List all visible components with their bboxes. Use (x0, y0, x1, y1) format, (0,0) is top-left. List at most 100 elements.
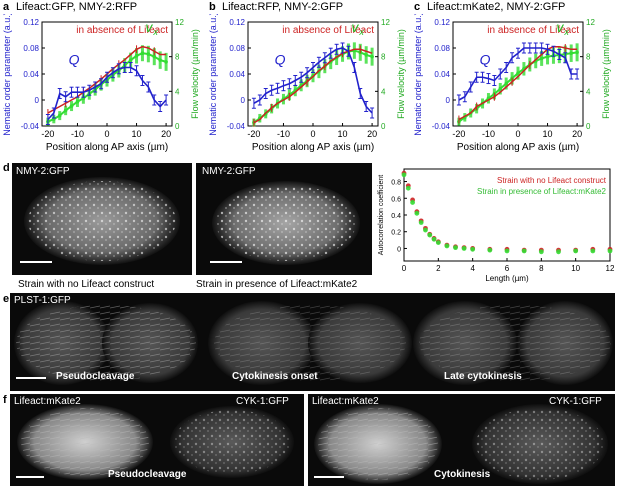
x-tick-label: 6 (505, 264, 510, 273)
flow-point (504, 81, 508, 86)
x-tick-label: 20 (367, 129, 377, 139)
y-tick-label: 0.04 (229, 70, 245, 79)
x-tick-label: 0 (402, 264, 407, 273)
flow-point (364, 53, 368, 57)
x-tick-label: 4 (470, 264, 475, 273)
flow-point (57, 113, 62, 118)
x-tick-label: 2 (436, 264, 441, 273)
flow-point (539, 56, 544, 61)
scale-bar (314, 476, 344, 478)
y-tick-label: 0.4 (391, 213, 401, 220)
y-tick-label: 0.8 (391, 180, 401, 187)
x-tick-label: 0 (310, 129, 315, 139)
panel-b-title: Lifeact:RFP, NMY-2:GFP (222, 1, 344, 13)
cyk1-label-right: CYK-1:GFP (549, 396, 602, 407)
y-tick-label: 0 (397, 246, 401, 253)
q-symbol: Q (480, 51, 491, 67)
lifeact-point (487, 247, 493, 253)
lifeact-point (444, 243, 450, 249)
y2-tick-label: 0 (586, 122, 591, 131)
caption-no-lifeact: Strain with no Lifeact construct (18, 279, 155, 290)
lifeact-cyk1-cytokinesis-image: Lifeact:mKate2 CYK-1:GFP Cytokinesis (308, 394, 615, 486)
flow-point (498, 86, 503, 91)
lifeact-point (431, 236, 437, 242)
flow-point (370, 54, 374, 59)
chart-c: -20 -10 0 10 20 -0.04 0 0.04 0.08 0.12 0 4 8 12 Positi… (413, 14, 611, 153)
panel-letter-d: d (3, 162, 10, 174)
panel-letter-a: a (3, 1, 10, 13)
vx-subscript: x (358, 27, 364, 37)
legend-with-lifeact: Strain in presence of Lifeact:mKate2 (477, 187, 607, 196)
lifeact-point (556, 249, 561, 255)
scale-bar (20, 261, 52, 263)
lifeact-point (461, 246, 467, 251)
panel-c-title: Lifeact:mKate2, NMY-2:GFP (427, 1, 566, 13)
lifeact-cyk1-pseudocleavage-image: Lifeact:mKate2 CYK-1:GFP Pseudocleavage (10, 394, 304, 486)
y2-tick-label: 4 (175, 87, 180, 96)
absence-lifeact-note: in absence of Lifeact (487, 25, 579, 36)
scale-bar (210, 261, 242, 263)
nmy2-embryo-2 (212, 181, 360, 265)
y2-tick-label: 0 (381, 122, 386, 131)
nmy2-image-with-lifeact: NMY-2:GFP (196, 163, 372, 275)
y-tick-label: 0.12 (434, 18, 450, 27)
y-tick-label: 0 (35, 96, 40, 105)
plst1-label: PLST-1:GFP (14, 295, 71, 306)
flow-point (69, 104, 74, 108)
stage-cytokinesis-onset: Cytokinesis onset (232, 371, 318, 382)
lifeact-point (401, 172, 407, 178)
y2-tick-label: 12 (381, 18, 390, 27)
legend-no-lifeact: Strain with no Lifeact construct (497, 176, 607, 185)
y2-axis-label: Flow velocity (µm/min) (601, 29, 611, 119)
stage-pseudocleavage-f: Pseudocleavage (108, 469, 187, 480)
y-tick-label: -0.04 (432, 122, 451, 131)
autocorrelation-chart: 0 2 4 6 8 10 12 0 0.2 0.4 0.6 0.8 Length (µm) Autocor… (378, 168, 615, 283)
y-tick-label: 0.08 (434, 44, 450, 53)
chart-a: -20 -10 0 10 20 -0.04 0 0.04 0.08 0.12 0 4 8 12 Positi… (2, 14, 200, 153)
x-axis-label: Position along AP axis (µm) (46, 142, 168, 153)
q-order-line (47, 66, 167, 121)
flow-point (164, 60, 168, 64)
flow-point (134, 54, 139, 58)
cyk1-label-left: CYK-1:GFP (236, 396, 289, 407)
y-axis-label: Nematic order parameter (a.u.) (2, 14, 12, 136)
x-tick-label: 20 (161, 129, 171, 139)
x-tick-label: -20 (41, 129, 54, 139)
flow-point (140, 51, 145, 55)
x-tick-label: -20 (247, 129, 260, 139)
lifeact-cyk1-embryo-1 (17, 404, 294, 480)
lifeact-point (607, 248, 613, 254)
panel-letter-c: c (414, 1, 421, 13)
lifeact-point (470, 246, 476, 252)
caption-with-lifeact: Strain in presence of Lifeact:mKate2 (196, 279, 358, 290)
x-tick-label: 10 (338, 129, 348, 139)
lifeact-point (418, 220, 424, 225)
x-tick-label: 10 (543, 129, 553, 139)
flow-point (158, 58, 162, 62)
y2-tick-label: 4 (381, 87, 386, 96)
nmy2-label-1: NMY-2:GFP (16, 166, 70, 177)
y2-tick-label: 4 (586, 87, 591, 96)
flow-point (146, 52, 151, 56)
lifeact-point (590, 248, 596, 254)
y2-tick-label: 8 (586, 53, 591, 62)
y-tick-label: 0 (241, 96, 246, 105)
x-tick-label: 10 (132, 129, 142, 139)
x-tick-label: -10 (71, 129, 84, 139)
vx-subscript: x (563, 27, 569, 37)
y-tick-label: -0.04 (227, 122, 246, 131)
absence-lifeact-note: in absence of Lifeact (282, 25, 374, 36)
flow-point (516, 71, 520, 75)
stage-late-cytokinesis: Late cytokinesis (444, 371, 522, 382)
flow-point (75, 99, 80, 104)
x-tick-label: -20 (452, 129, 465, 139)
y-tick-label: 0 (446, 96, 451, 105)
y-tick-label: 0.2 (391, 230, 401, 237)
lifeact-point (435, 240, 441, 245)
panel-a-title: Lifeact:GFP, NMY-2:RFP (16, 1, 138, 13)
plst1-image-strip: PLST-1:GFP Pseudocleavage Cytokinesis on… (10, 293, 615, 391)
lifeact-point (427, 232, 433, 238)
y2-axis-label: Flow velocity (µm/min) (396, 29, 406, 119)
vx-symbol: v (556, 19, 564, 35)
y-tick-label: 0.6 (391, 196, 401, 203)
